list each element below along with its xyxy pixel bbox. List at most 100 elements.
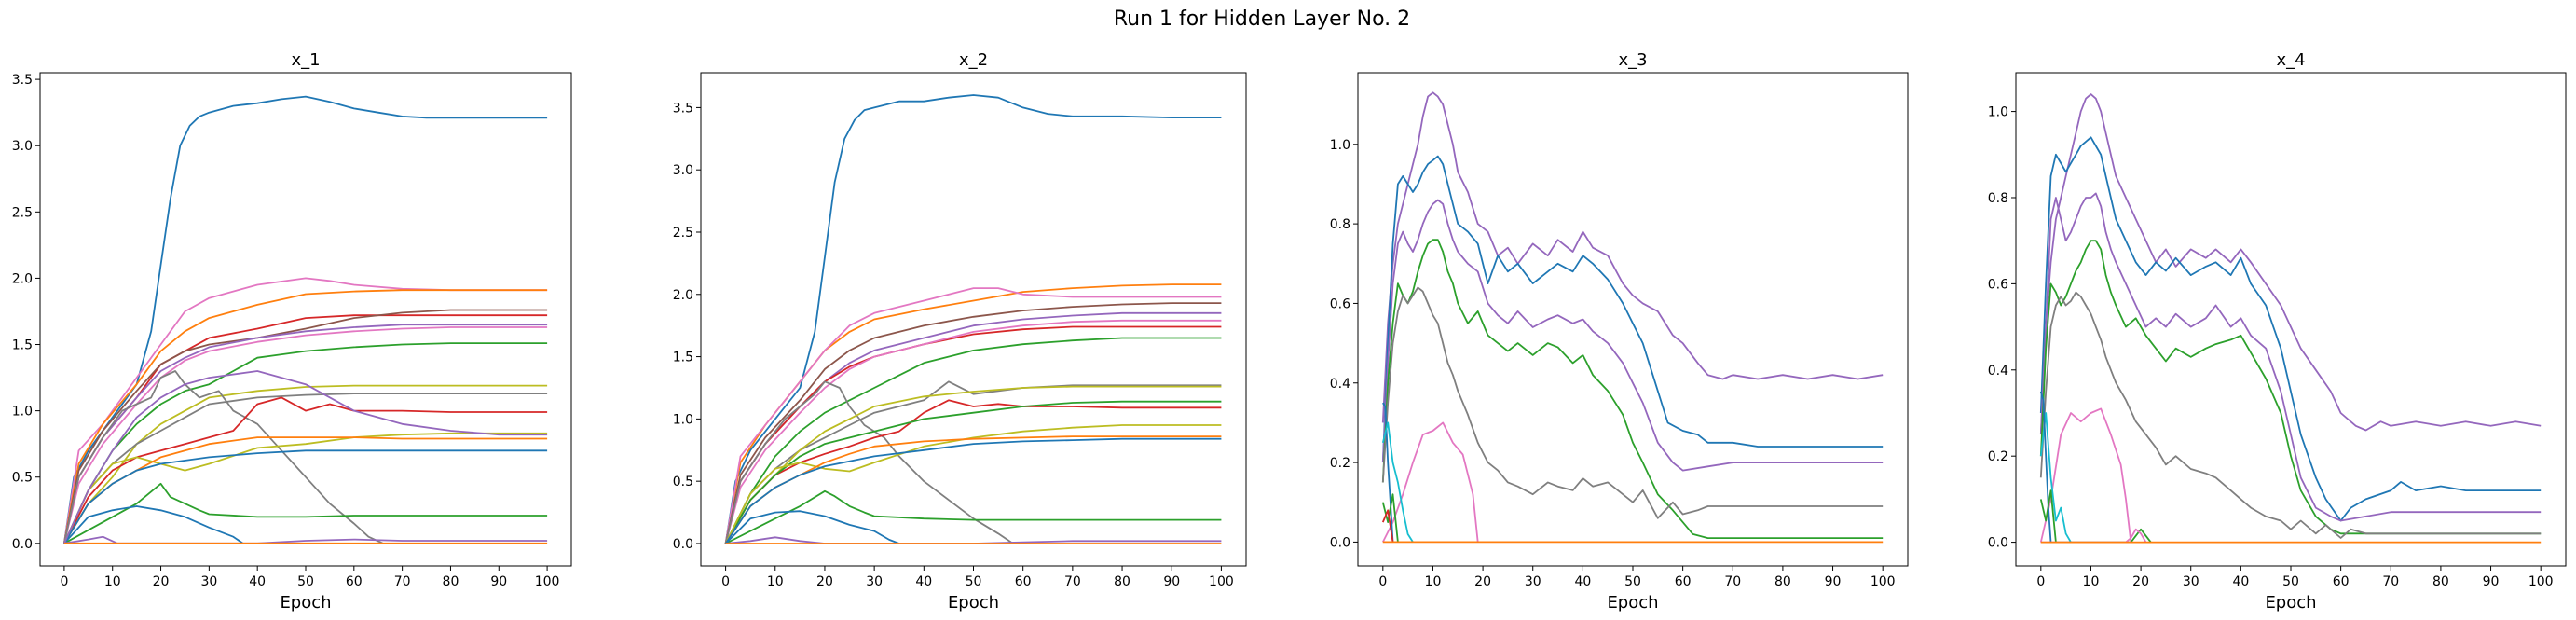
series-line (2039, 412, 2072, 544)
series-line (63, 342, 548, 544)
series-line (724, 424, 1222, 544)
x-tick-label: 40 (2232, 574, 2249, 589)
axes-frame (39, 72, 572, 567)
series-line (724, 400, 1222, 544)
y-tick-label: 3.0 (12, 139, 33, 154)
x-tick-label: 70 (1724, 574, 1741, 589)
x-tick-label: 70 (394, 574, 411, 589)
x-tick-label: 20 (1474, 574, 1491, 589)
x-tick-label: 80 (1114, 574, 1130, 589)
series-line (63, 384, 548, 544)
series-line (2039, 136, 2542, 522)
chart-panels: x_10 10 20 30 40 50 60 70 80 90 1000.00.51.01.52.0… (12, 50, 2567, 613)
x-tick-label: 90 (2483, 574, 2500, 589)
series-line (63, 396, 548, 544)
series-line (63, 482, 548, 544)
x-tick-label: 20 (816, 574, 833, 589)
series-line (724, 380, 1222, 544)
y-tick-label: 0.0 (673, 537, 693, 552)
y-tick-label: 1.5 (673, 351, 693, 365)
panel-title: x_1 (291, 50, 320, 70)
x-tick-label: 50 (2282, 574, 2299, 589)
series-line (725, 536, 1222, 544)
x-tick-label: 80 (1774, 574, 1791, 589)
series-line (724, 337, 1222, 544)
y-tick-label: 0.6 (1988, 277, 2008, 292)
panel-title: x_3 (1618, 50, 1647, 70)
y-tick-label: 0.5 (673, 475, 693, 489)
series-line (725, 489, 1222, 544)
x-tick-label: 100 (1209, 574, 1234, 589)
x-tick-label: 0 (2036, 574, 2045, 589)
series-line (63, 314, 548, 544)
panel-title: x_4 (2276, 50, 2305, 70)
x-tick-label: 60 (346, 574, 363, 589)
x-tick-label: 60 (2333, 574, 2350, 589)
series-line (1381, 155, 1884, 463)
x-tick-label: 40 (1574, 574, 1591, 589)
y-tick-label: 1.0 (1988, 105, 2008, 120)
chart-panel: x_1 0 10 20 30 40 50 60 70 80 90 100 0.0 0.5 1.0 1.5 2.0… (12, 50, 572, 613)
series-line (63, 289, 548, 544)
x-tick-label: 100 (535, 574, 560, 589)
series-group (2039, 93, 2542, 544)
x-tick-label: 90 (1163, 574, 1180, 589)
series-line (1381, 421, 1414, 543)
y-tick-label: 0.4 (1330, 377, 1350, 392)
x-tick-label: 50 (297, 574, 314, 589)
x-tick-label: 50 (966, 574, 982, 589)
y-tick-label: 0.8 (1988, 191, 2008, 206)
y-tick-label: 0.5 (12, 471, 33, 486)
x-axis-label: Epoch (1607, 593, 1658, 613)
panel-title: x_2 (959, 50, 988, 70)
series-line (63, 370, 548, 544)
series-line (724, 437, 1222, 544)
x-tick-label: 60 (1675, 574, 1692, 589)
series-line (724, 435, 1222, 544)
x-tick-label: 90 (490, 574, 507, 589)
x-tick-label: 80 (2432, 574, 2449, 589)
y-tick-label: 1.0 (12, 405, 33, 420)
series-line (63, 505, 244, 544)
x-tick-label: 10 (2083, 574, 2100, 589)
y-tick-label: 3.5 (12, 73, 33, 88)
x-tick-label: 0 (60, 574, 68, 589)
axes-frame (1357, 72, 1909, 567)
x-tick-label: 20 (2132, 574, 2149, 589)
y-tick-label: 0.8 (1330, 217, 1350, 232)
series-line (63, 309, 548, 544)
x-tick-label: 30 (2183, 574, 2199, 589)
series-line (1381, 286, 1884, 519)
series-group (1381, 91, 1884, 544)
y-tick-label: 2.0 (673, 288, 693, 303)
x-tick-label: 10 (104, 574, 121, 589)
x-tick-label: 80 (443, 574, 459, 589)
x-tick-label: 10 (767, 574, 784, 589)
x-tick-label: 30 (200, 574, 217, 589)
x-axis-label: Epoch (948, 593, 999, 613)
figure-suptitle: Run 1 for Hidden Layer No. 2 (1114, 7, 1410, 31)
axes-frame (2015, 72, 2567, 567)
series-line (2039, 407, 2132, 543)
y-tick-label: 0.6 (1330, 296, 1350, 311)
x-tick-label: 70 (2382, 574, 2399, 589)
series-line (724, 302, 1222, 544)
series-line (1381, 509, 1394, 543)
series-line (63, 535, 548, 544)
series-line (1381, 199, 1884, 472)
x-tick-label: 0 (1378, 574, 1387, 589)
series-group (63, 95, 548, 544)
x-tick-label: 30 (866, 574, 883, 589)
series-line (63, 393, 548, 544)
chart-panel: x_3 0 10 20 30 40 50 60 70 80 90 100 0.0 0.2 0.4 0.6 0.8… (1330, 50, 1909, 613)
chart-panel: x_2 0 10 20 30 40 50 60 70 80 90 100 0.0 0.5 1.0 1.5 2.0… (673, 50, 1247, 613)
series-line (724, 399, 1222, 544)
chart-panel: x_4 0 10 20 30 40 50 60 70 80 90 100 0.0 0.2 0.4 0.6 0.8… (1988, 50, 2567, 613)
y-tick-label: 2.0 (12, 271, 33, 286)
y-tick-label: 3.0 (673, 163, 693, 178)
series-line (63, 326, 548, 544)
x-axis-label: Epoch (2265, 593, 2316, 613)
series-line (63, 436, 548, 544)
series-line (1381, 239, 1884, 539)
